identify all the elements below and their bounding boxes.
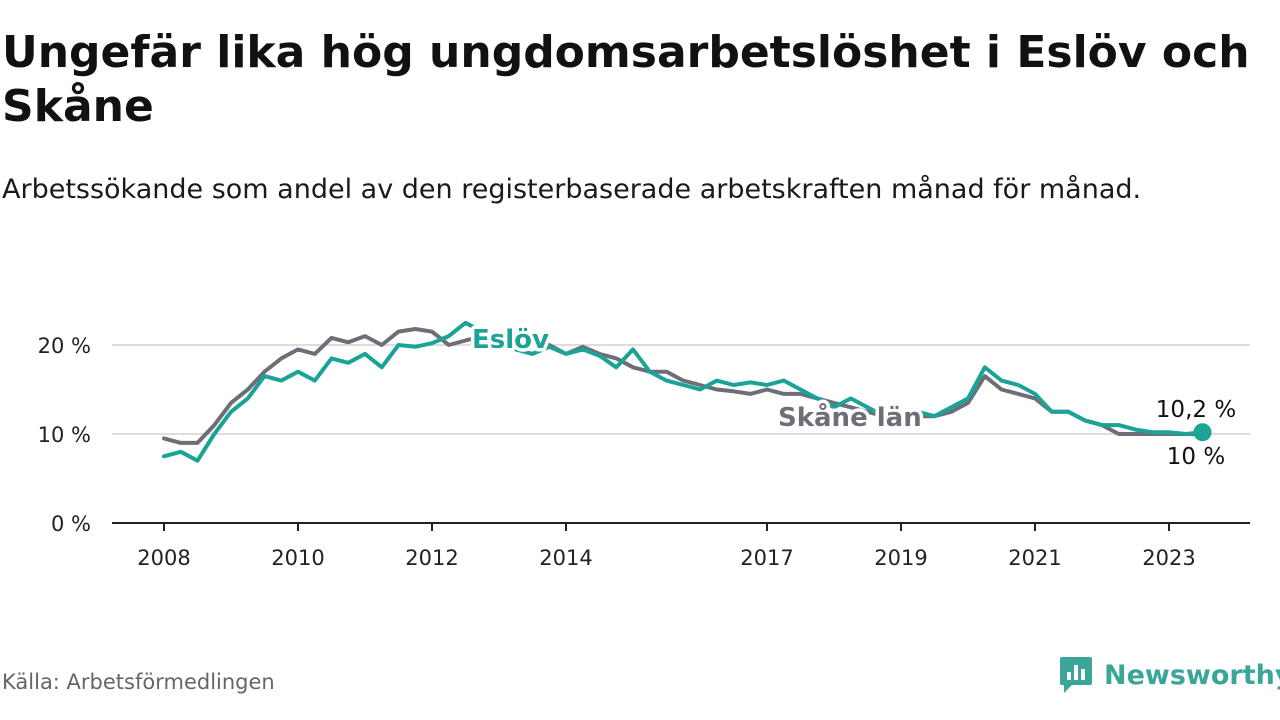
y-tick-label: 0 % — [51, 512, 91, 536]
skane-series-label-halo: Skåne län — [778, 401, 922, 433]
eslov-line — [162, 320, 1205, 463]
x-tick-label: 2014 — [539, 546, 592, 570]
brand-logo: Newsworthy — [1058, 654, 1280, 696]
y-tick-label: 20 % — [38, 334, 91, 358]
series-lines — [162, 320, 1205, 463]
brand-name: Newsworthy — [1104, 659, 1280, 691]
eslov-end-marker — [1193, 423, 1212, 442]
x-tick-label: 2010 — [271, 546, 324, 570]
eslov-series-label-halo: Eslöv — [472, 325, 549, 355]
x-tick-label: 2019 — [874, 546, 927, 570]
skane-line — [162, 327, 1205, 445]
y-axis-ticks: 0 % 10 % 20 % — [38, 334, 91, 536]
skane-series-label: Skåne län — [778, 401, 922, 433]
grid-lines — [112, 344, 1250, 435]
source-note: Källa: Arbetsförmedlingen — [2, 670, 275, 694]
skane-end-value: 10 % — [1167, 444, 1225, 470]
x-tick-label: 2021 — [1008, 546, 1061, 570]
newsworthy-logo-icon — [1060, 657, 1092, 693]
y-tick-label: 10 % — [38, 423, 91, 447]
x-tick-label: 2023 — [1142, 546, 1195, 570]
eslov-series-label: Eslöv — [472, 325, 549, 355]
chart-subtitle: Arbetssökande som andel av den registerb… — [2, 174, 1142, 205]
x-axis: 2008 2010 2012 2014 2017 2019 2021 2023 — [112, 522, 1250, 570]
eslov-end-value: 10,2 % — [1156, 397, 1236, 423]
x-tick-label: 2017 — [740, 546, 793, 570]
x-tick-label: 2008 — [137, 546, 190, 570]
chart-title: Ungefär lika hög ungdomsarbetslöshet i E… — [2, 27, 1250, 132]
x-tick-label: 2012 — [405, 546, 458, 570]
